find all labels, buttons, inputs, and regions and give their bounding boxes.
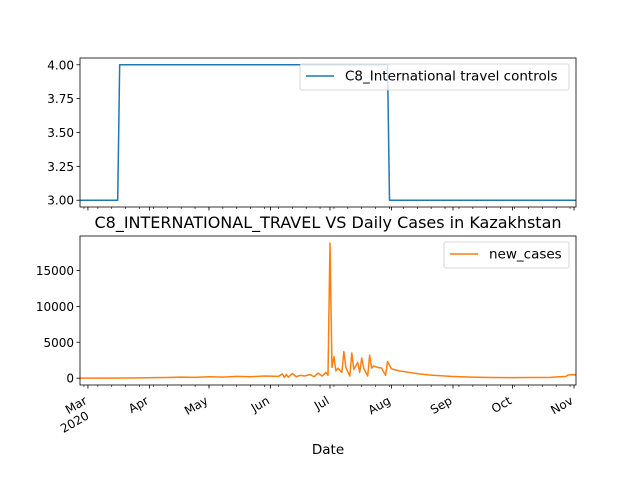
cases-axes-frame [79, 235, 577, 386]
cases-y-tick-label: 10000 [36, 300, 74, 314]
policy-subplot: 3.00 3.25 3.50 3.75 4.00 C8_International tr… [47, 57, 577, 211]
policy-y-tick-label: 3.00 [47, 194, 74, 208]
x-tick-label: Jul [311, 393, 331, 413]
chart-title: C8_INTERNATIONAL_TRAVEL VS Daily Cases i… [94, 213, 561, 233]
policy-y-tick-label: 3.25 [47, 160, 74, 174]
policy-y-tick-label: 3.75 [47, 92, 74, 106]
cases-series-lines [80, 242, 577, 379]
cases-y-ticks: 0 5000 10000 15000 [36, 264, 80, 386]
cases-y-tick-label: 5000 [43, 336, 74, 350]
x-axis-label: Date [312, 442, 344, 458]
policy-x-ticks [83, 207, 575, 211]
policy-series-line-0 [80, 64, 576, 201]
policy-series-lines [80, 64, 576, 201]
cases-y-tick-label: 0 [66, 372, 74, 386]
cases-series-line-0 [80, 242, 577, 379]
cases-legend: new_cases [443, 241, 570, 269]
policy-legend-label: C8_International travel controls [345, 69, 558, 85]
policy-legend-box [299, 63, 570, 91]
policy-y-tick-label: 4.00 [47, 58, 74, 72]
policy-y-tick-label: 3.50 [47, 126, 74, 140]
cases-y-tick-label: 15000 [36, 264, 74, 278]
policy-y-ticks: 3.00 3.25 3.50 3.75 4.00 [47, 58, 80, 208]
cases-legend-label: new_cases [489, 247, 562, 263]
cases-legend-box [443, 241, 570, 269]
policy-legend: C8_International travel controls [299, 63, 570, 91]
